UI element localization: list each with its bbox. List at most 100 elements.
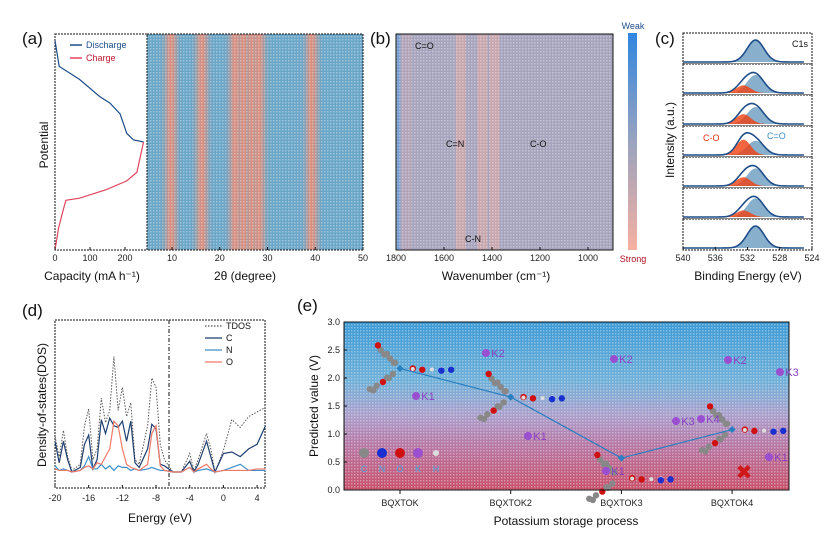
atom bbox=[705, 443, 712, 450]
atom bbox=[721, 431, 729, 439]
dos-curves bbox=[54, 356, 267, 474]
category-label: BQXTOK2 bbox=[490, 498, 532, 508]
y-axis-title: Predicted value (V) bbox=[307, 355, 321, 457]
molecule-structures bbox=[366, 342, 787, 504]
legend: TDOS CNO bbox=[205, 321, 251, 367]
xps-spectrum bbox=[682, 187, 813, 220]
potassium-atom bbox=[724, 356, 732, 364]
potassium-atom bbox=[482, 349, 490, 357]
y-axis-title: Potential bbox=[37, 122, 51, 169]
tick-label: 10 bbox=[167, 253, 177, 263]
panel-e: (e) 0.00.51.01.52.02.53.0 BQXTOK BQXTOK2 B… bbox=[297, 296, 799, 528]
atom-legend-swatch bbox=[395, 448, 405, 458]
colorbar bbox=[628, 33, 637, 250]
k-label: K2 bbox=[491, 348, 504, 360]
x-ticks: -20 -16 -12 -8 -4 0 4 bbox=[48, 485, 260, 503]
tick-label: 0 bbox=[52, 253, 57, 263]
panel-label: (d) bbox=[22, 301, 43, 320]
category-label: BQXTOK3 bbox=[600, 498, 642, 508]
atom bbox=[609, 480, 616, 487]
xps-spectrum bbox=[682, 63, 813, 96]
k-label: K3 bbox=[681, 416, 694, 428]
atom bbox=[377, 346, 385, 354]
tick-label: -8 bbox=[152, 493, 160, 503]
annotation-c-double-o: C=O bbox=[767, 131, 786, 141]
atom bbox=[529, 395, 537, 402]
c-o-component bbox=[683, 177, 804, 186]
atom bbox=[500, 399, 507, 406]
atom bbox=[488, 375, 495, 382]
annotation-c-double-o: C=O bbox=[415, 41, 434, 51]
y-axis-title: Intensity (a.u.) bbox=[663, 102, 677, 178]
atom bbox=[649, 477, 654, 482]
dos-axes-box bbox=[54, 319, 266, 489]
atom-legend-label: O bbox=[396, 464, 403, 474]
atom bbox=[391, 359, 399, 366]
atom bbox=[711, 439, 719, 447]
annotation-c-double-n: C=N bbox=[446, 139, 464, 149]
tick-label: 1600 bbox=[434, 253, 454, 263]
k-label: K1 bbox=[533, 431, 546, 443]
atom bbox=[723, 420, 731, 427]
atom bbox=[386, 355, 394, 362]
k-label: K3 bbox=[785, 367, 798, 379]
atom bbox=[602, 460, 610, 467]
atom bbox=[383, 374, 391, 381]
tick-label: 1000 bbox=[578, 253, 598, 263]
tick-label: 1.0 bbox=[327, 429, 340, 439]
k-label: K4 bbox=[706, 414, 719, 426]
potassium-atom bbox=[610, 355, 618, 363]
atom bbox=[497, 383, 504, 391]
envelope-curve bbox=[683, 131, 804, 156]
series-tdos bbox=[54, 356, 266, 474]
value-line bbox=[399, 367, 733, 459]
tick-label: 3.0 bbox=[327, 317, 340, 327]
ftir-heatmap bbox=[396, 34, 613, 250]
atom bbox=[603, 484, 610, 491]
xps-spectrum bbox=[682, 32, 813, 65]
x-axis-title-capacity: Capacity (mA h⁻¹) bbox=[44, 269, 140, 283]
atom bbox=[366, 385, 374, 393]
atom bbox=[715, 411, 723, 419]
atom bbox=[485, 370, 492, 378]
atom bbox=[383, 350, 390, 358]
potassium-atom bbox=[524, 432, 532, 440]
tick-label: 1200 bbox=[530, 253, 550, 263]
potassium-atom bbox=[697, 415, 705, 423]
x-ticks: 0 100 200 10 20 30 40 50 bbox=[52, 247, 368, 263]
atom bbox=[718, 416, 726, 423]
y-axis-title: Density-of-states(DOS) bbox=[35, 343, 49, 467]
atom bbox=[490, 407, 497, 414]
series-c bbox=[54, 416, 267, 474]
x-axis-title: Wavenumber (cm⁻¹) bbox=[442, 269, 551, 283]
atom bbox=[379, 378, 387, 386]
legend-label: N bbox=[226, 345, 233, 355]
tick-label: 100 bbox=[82, 253, 97, 263]
predicted-voltage-line bbox=[396, 364, 736, 462]
tick-label: 1400 bbox=[482, 253, 502, 263]
tick-label: 30 bbox=[262, 253, 272, 263]
annotation-c-o: C-O bbox=[530, 139, 547, 149]
heatmap-texture bbox=[147, 34, 363, 250]
colorbar-label-weak: Weak bbox=[622, 21, 645, 31]
series-charge bbox=[54, 141, 145, 251]
legend-label: C bbox=[226, 333, 233, 343]
panel-label: (e) bbox=[297, 296, 318, 315]
atom bbox=[373, 382, 380, 389]
heatmap-texture bbox=[396, 34, 613, 250]
panel-c: (c) C1s C-O C=O Intensity (a.u.) 540 536 5… bbox=[655, 29, 819, 283]
atom bbox=[438, 367, 445, 374]
k-label: K2 bbox=[619, 354, 632, 366]
atom bbox=[447, 366, 455, 373]
tick-label: 540 bbox=[675, 253, 690, 263]
tick-label: -12 bbox=[116, 493, 129, 503]
panel-label: (b) bbox=[370, 29, 391, 48]
atom bbox=[611, 469, 618, 476]
envelope-curve bbox=[683, 71, 804, 94]
data-point bbox=[396, 364, 404, 373]
atom bbox=[630, 476, 635, 481]
potassium-atom bbox=[672, 417, 680, 425]
tick-label: 524 bbox=[804, 253, 819, 263]
